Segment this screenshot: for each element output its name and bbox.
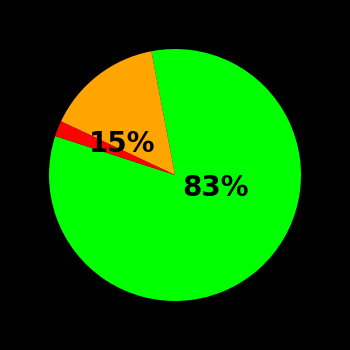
Wedge shape <box>49 49 301 301</box>
Text: 15%: 15% <box>89 130 155 158</box>
Text: 83%: 83% <box>182 174 248 202</box>
Wedge shape <box>55 121 175 175</box>
Wedge shape <box>61 51 175 175</box>
